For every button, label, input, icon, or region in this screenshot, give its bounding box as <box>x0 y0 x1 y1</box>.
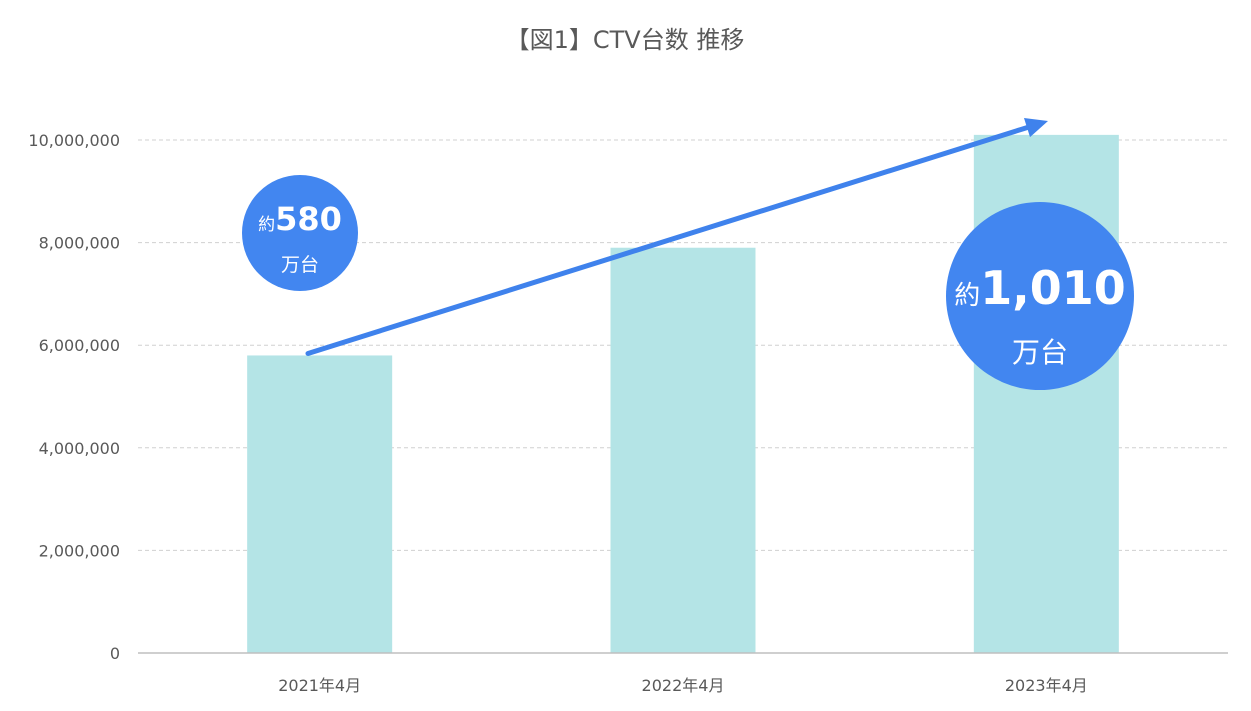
trend-arrow <box>305 118 1048 356</box>
bar-2 <box>610 247 756 654</box>
callout-number: 1,010 <box>980 261 1126 315</box>
x-tick-label: 2023年4月 <box>1005 676 1088 695</box>
callout-circle <box>242 175 358 291</box>
callout-prefix: 約 <box>954 281 980 311</box>
callout-prefix: 約 <box>258 215 275 235</box>
bar-1 <box>247 355 393 653</box>
y-axis-ticks: 0 2,000,000 4,000,000 6,000,000 8,000,000 10,… <box>28 131 120 663</box>
x-axis-ticks: 2021年4月 2022年4月 2023年4月 <box>278 676 1088 695</box>
trend-arrow-head <box>1024 118 1048 138</box>
callout-value-label: 約580 <box>258 200 342 238</box>
y-tick-label: 2,000,000 <box>39 541 120 560</box>
callout-value-label: 約1,010 <box>954 261 1126 315</box>
chart-title: 【図1】CTV台数 推移 <box>506 26 745 54</box>
callout-circle <box>946 202 1134 390</box>
callout-unit: 万台 <box>1012 336 1068 369</box>
y-tick-label: 10,000,000 <box>28 131 120 150</box>
y-tick-label: 0 <box>110 644 120 663</box>
x-tick-label: 2022年4月 <box>642 676 725 695</box>
callout-bubble-2: 約1,010 万台 <box>946 202 1134 390</box>
callout-number: 580 <box>275 200 342 238</box>
y-tick-label: 8,000,000 <box>39 234 120 253</box>
callout-unit: 万台 <box>281 254 319 276</box>
y-tick-label: 4,000,000 <box>39 439 120 458</box>
y-tick-label: 6,000,000 <box>39 336 120 355</box>
bars <box>247 134 1119 654</box>
x-tick-label: 2021年4月 <box>278 676 361 695</box>
callout-bubble-1: 約580 万台 <box>242 175 358 291</box>
trend-arrow-shaft <box>305 125 1030 356</box>
